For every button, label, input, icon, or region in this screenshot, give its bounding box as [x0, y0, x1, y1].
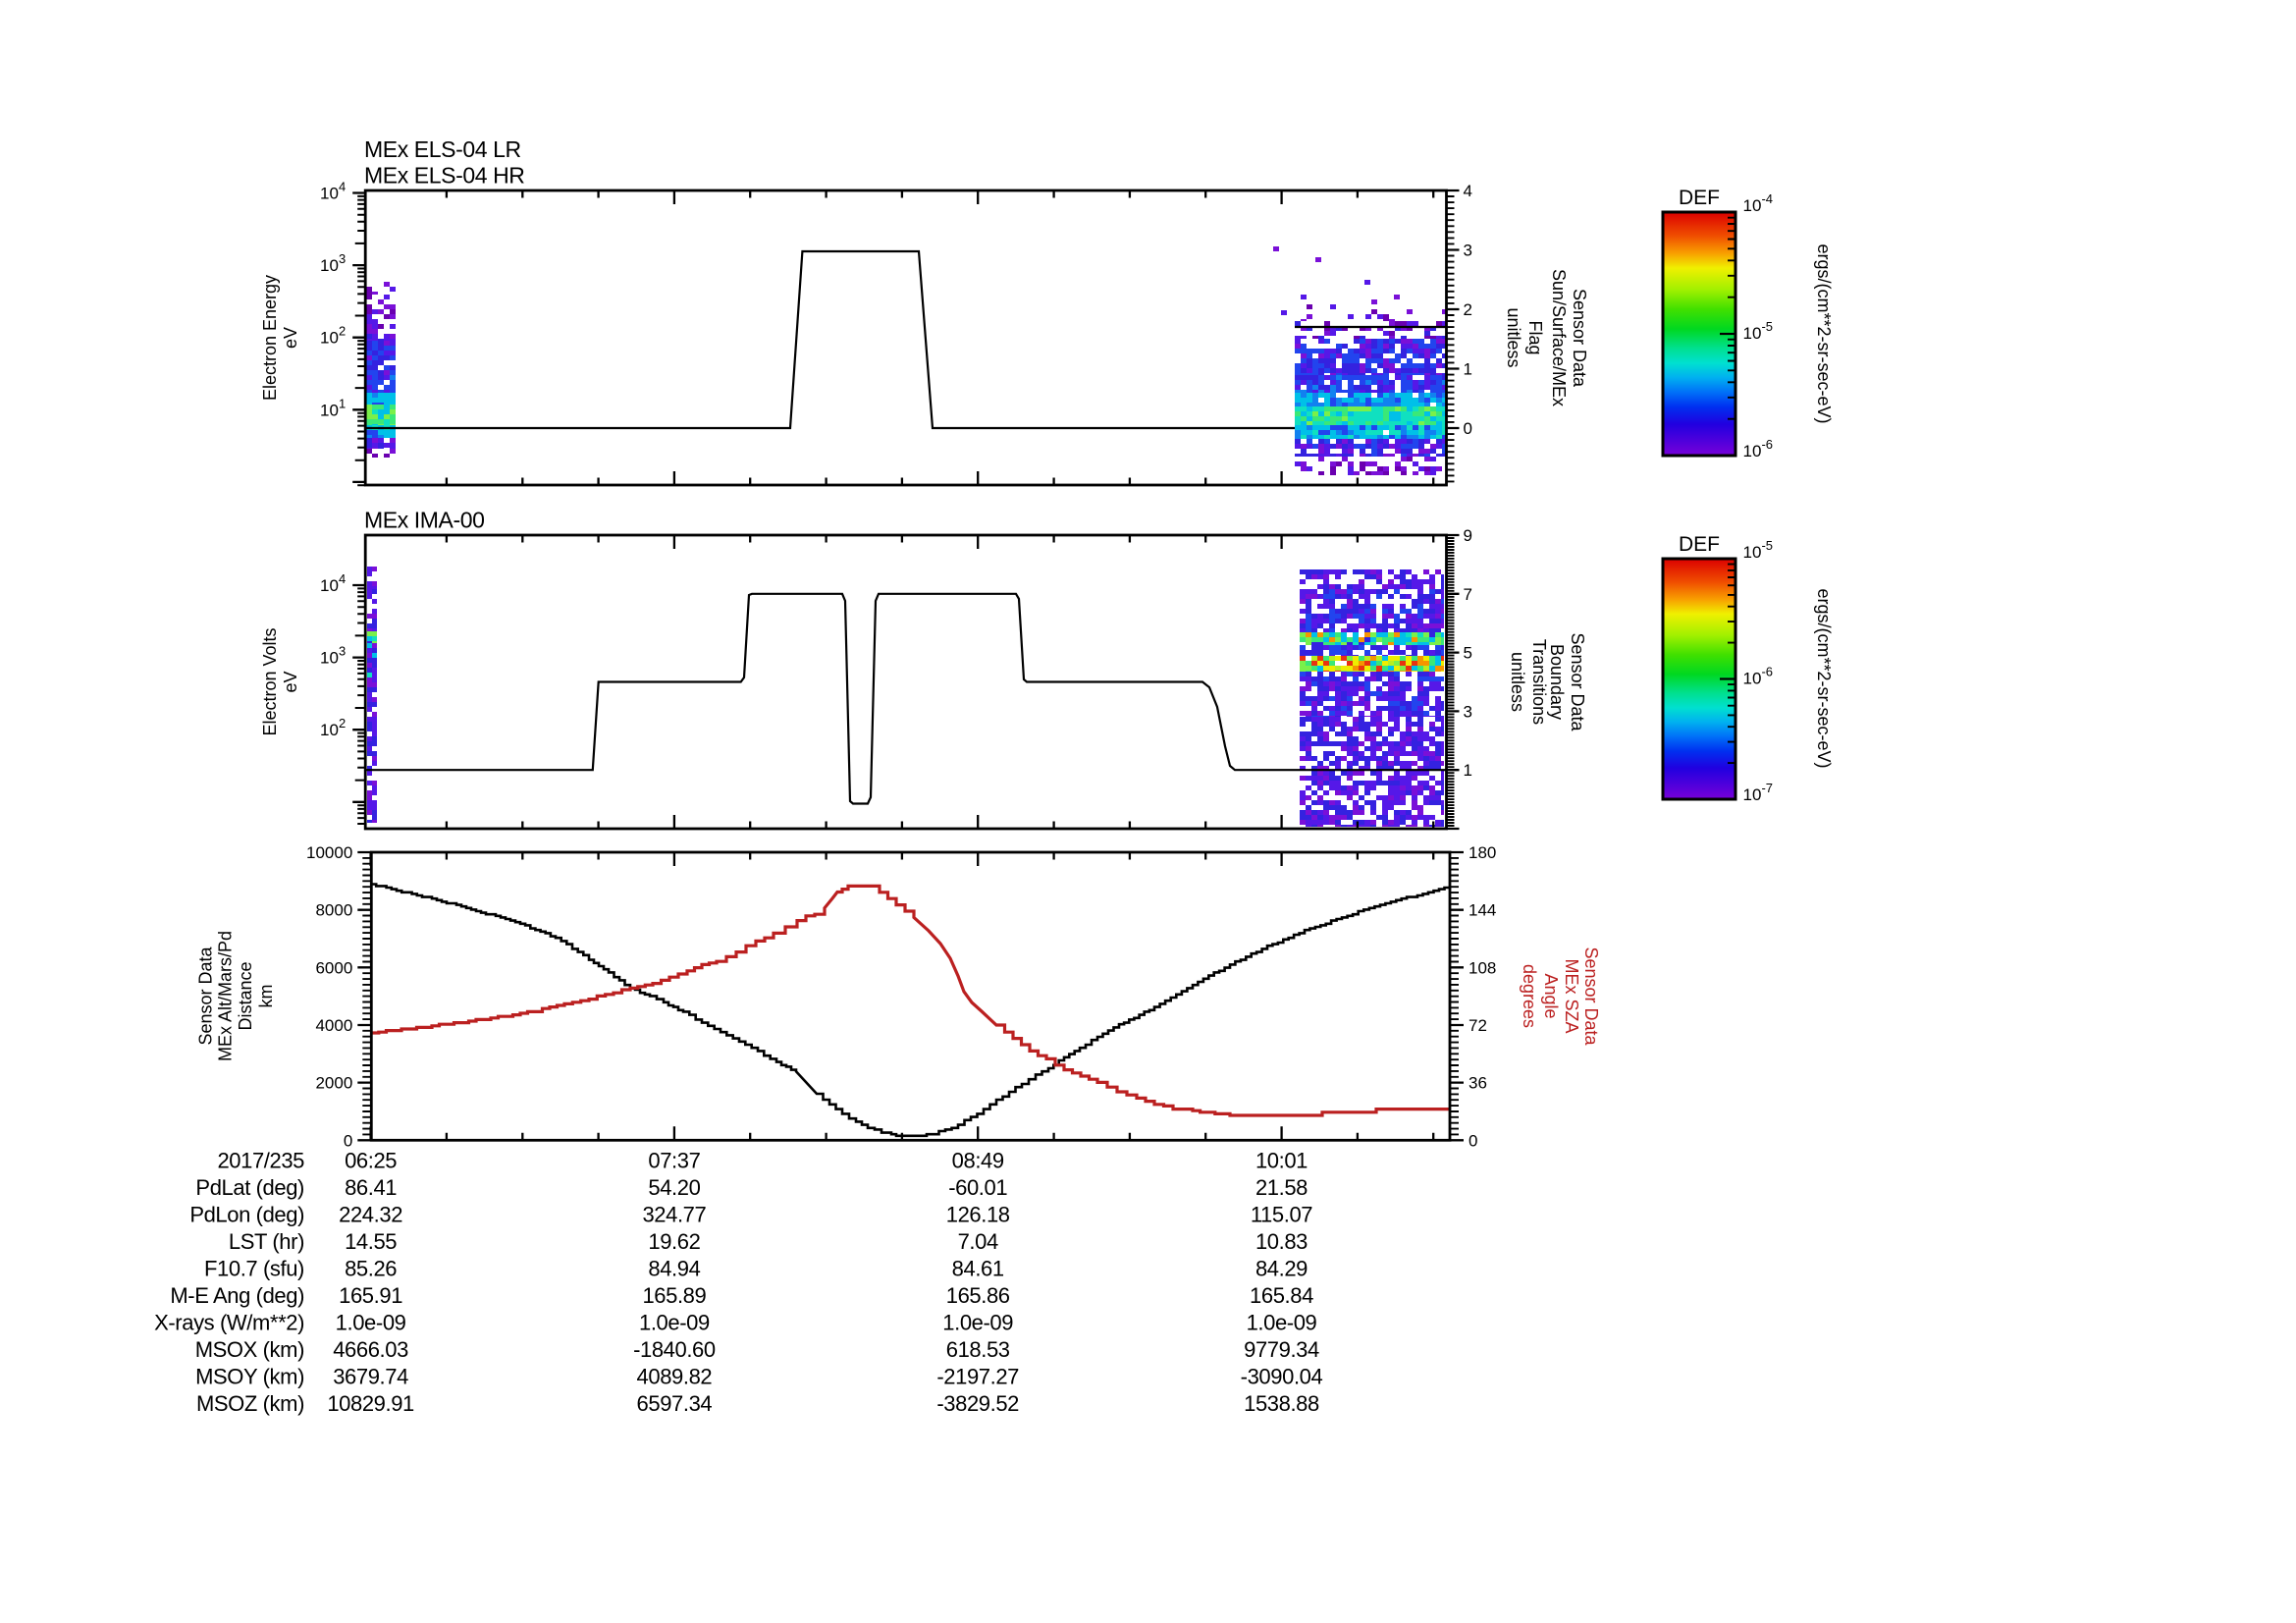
svg-text:85.26: 85.26 — [345, 1256, 397, 1280]
svg-text:M-E Ang (deg): M-E Ang (deg) — [170, 1283, 304, 1308]
svg-text:Electron Volts: Electron Volts — [260, 627, 280, 735]
svg-text:9779.34: 9779.34 — [1244, 1337, 1319, 1362]
svg-text:115.07: 115.07 — [1251, 1202, 1312, 1226]
svg-text:Transitions: Transitions — [1529, 639, 1549, 725]
svg-text:2: 2 — [1464, 300, 1472, 319]
svg-text:3: 3 — [1464, 242, 1472, 260]
svg-text:0: 0 — [344, 1131, 352, 1150]
svg-text:Sun/Surface/MEx: Sun/Surface/MEx — [1549, 269, 1569, 406]
svg-text:unitless: unitless — [1504, 307, 1523, 367]
svg-text:Angle: Angle — [1541, 973, 1561, 1018]
svg-text:4089.82: 4089.82 — [637, 1364, 713, 1388]
svg-text:2017/235: 2017/235 — [217, 1148, 304, 1172]
svg-text:-2197.27: -2197.27 — [936, 1364, 1019, 1388]
svg-text:4666.03: 4666.03 — [333, 1337, 408, 1362]
svg-text:1538.88: 1538.88 — [1244, 1391, 1319, 1416]
svg-text:72: 72 — [1468, 1016, 1487, 1035]
svg-text:126.18: 126.18 — [946, 1202, 1010, 1226]
svg-text:MEx IMA-00: MEx IMA-00 — [364, 508, 485, 533]
svg-text:224.32: 224.32 — [339, 1202, 402, 1226]
svg-text:36: 36 — [1468, 1074, 1487, 1093]
svg-text:degrees: degrees — [1520, 964, 1539, 1028]
svg-text:MEx Alt/Mars/Pd: MEx Alt/Mars/Pd — [216, 931, 236, 1061]
svg-text:84.94: 84.94 — [648, 1256, 700, 1280]
svg-text:4: 4 — [1464, 182, 1472, 200]
svg-text:Sensor Data: Sensor Data — [1568, 632, 1587, 731]
svg-text:-60.01: -60.01 — [948, 1175, 1007, 1200]
svg-text:3: 3 — [1464, 702, 1472, 721]
svg-text:86.41: 86.41 — [345, 1175, 397, 1200]
svg-text:MEx SZA: MEx SZA — [1562, 958, 1581, 1033]
svg-text:4000: 4000 — [315, 1016, 352, 1035]
svg-text:-1840.60: -1840.60 — [633, 1337, 716, 1362]
svg-text:DEF: DEF — [1679, 533, 1720, 556]
svg-text:618.53: 618.53 — [946, 1337, 1010, 1362]
svg-text:54.20: 54.20 — [648, 1175, 700, 1200]
svg-text:LST (hr): LST (hr) — [229, 1229, 304, 1254]
svg-text:5: 5 — [1464, 644, 1472, 663]
svg-text:9: 9 — [1464, 526, 1472, 545]
svg-text:84.61: 84.61 — [952, 1256, 1004, 1280]
svg-text:0: 0 — [1464, 419, 1472, 438]
svg-text:8000: 8000 — [315, 901, 352, 920]
svg-text:eV: eV — [281, 671, 300, 692]
svg-text:-3829.52: -3829.52 — [936, 1391, 1019, 1416]
svg-text:6597.34: 6597.34 — [637, 1391, 713, 1416]
svg-text:10:01: 10:01 — [1255, 1148, 1308, 1172]
svg-text:6000: 6000 — [315, 958, 352, 977]
svg-text:MSOZ (km): MSOZ (km) — [196, 1391, 304, 1416]
svg-text:km: km — [256, 985, 276, 1008]
svg-text:165.84: 165.84 — [1250, 1283, 1313, 1308]
svg-text:324.77: 324.77 — [642, 1202, 706, 1226]
svg-text:1.0e-09: 1.0e-09 — [336, 1310, 406, 1334]
svg-text:X-rays (W/m**2): X-rays (W/m**2) — [154, 1310, 304, 1334]
svg-text:1: 1 — [1464, 360, 1472, 379]
svg-text:Distance: Distance — [236, 961, 255, 1030]
svg-text:MEx ELS-04 LR: MEx ELS-04 LR — [364, 136, 521, 162]
svg-text:MEx ELS-04 HR: MEx ELS-04 HR — [364, 163, 525, 189]
svg-text:10000: 10000 — [306, 843, 352, 862]
svg-text:eV: eV — [281, 327, 300, 349]
svg-text:Electron Energy: Electron Energy — [260, 275, 280, 401]
svg-text:7: 7 — [1464, 585, 1472, 604]
svg-text:06:25: 06:25 — [345, 1148, 397, 1172]
svg-text:PdLon (deg): PdLon (deg) — [189, 1202, 304, 1226]
svg-text:1.0e-09: 1.0e-09 — [639, 1310, 710, 1334]
svg-text:MSOX (km): MSOX (km) — [195, 1337, 304, 1362]
svg-text:08:49: 08:49 — [952, 1148, 1004, 1172]
svg-text:F10.7 (sfu): F10.7 (sfu) — [204, 1256, 304, 1280]
svg-text:2000: 2000 — [315, 1074, 352, 1093]
svg-text:Sensor Data: Sensor Data — [196, 946, 216, 1045]
svg-text:-3090.04: -3090.04 — [1241, 1364, 1323, 1388]
svg-text:unitless: unitless — [1508, 652, 1527, 712]
svg-text:Boundary: Boundary — [1547, 644, 1567, 720]
svg-text:MSOY (km): MSOY (km) — [195, 1364, 304, 1388]
svg-text:10.83: 10.83 — [1255, 1229, 1308, 1254]
svg-text:1: 1 — [1464, 761, 1472, 780]
svg-text:07:37: 07:37 — [648, 1148, 700, 1172]
svg-text:165.91: 165.91 — [339, 1283, 402, 1308]
svg-text:21.58: 21.58 — [1255, 1175, 1308, 1200]
svg-text:3679.74: 3679.74 — [333, 1364, 408, 1388]
svg-text:Sensor Data: Sensor Data — [1570, 289, 1589, 388]
svg-text:84.29: 84.29 — [1255, 1256, 1308, 1280]
svg-text:7.04: 7.04 — [958, 1229, 998, 1254]
svg-text:180: 180 — [1468, 843, 1496, 862]
svg-text:0: 0 — [1468, 1131, 1477, 1150]
svg-text:165.89: 165.89 — [642, 1283, 706, 1308]
svg-text:165.86: 165.86 — [946, 1283, 1010, 1308]
svg-text:144: 144 — [1468, 901, 1496, 920]
svg-text:DEF: DEF — [1679, 187, 1720, 209]
svg-text:ergs/(cm**2-sr-sec-eV): ergs/(cm**2-sr-sec-eV) — [1814, 243, 1834, 423]
svg-text:1.0e-09: 1.0e-09 — [942, 1310, 1013, 1334]
svg-text:108: 108 — [1468, 958, 1496, 977]
svg-text:PdLat (deg): PdLat (deg) — [195, 1175, 304, 1200]
svg-text:ergs/(cm**2-sr-sec-eV): ergs/(cm**2-sr-sec-eV) — [1814, 588, 1834, 768]
svg-text:14.55: 14.55 — [345, 1229, 397, 1254]
svg-text:1.0e-09: 1.0e-09 — [1247, 1310, 1317, 1334]
svg-text:10829.91: 10829.91 — [327, 1391, 414, 1416]
svg-text:Flag: Flag — [1525, 320, 1545, 354]
svg-text:Sensor Data: Sensor Data — [1581, 947, 1601, 1046]
svg-text:19.62: 19.62 — [648, 1229, 700, 1254]
